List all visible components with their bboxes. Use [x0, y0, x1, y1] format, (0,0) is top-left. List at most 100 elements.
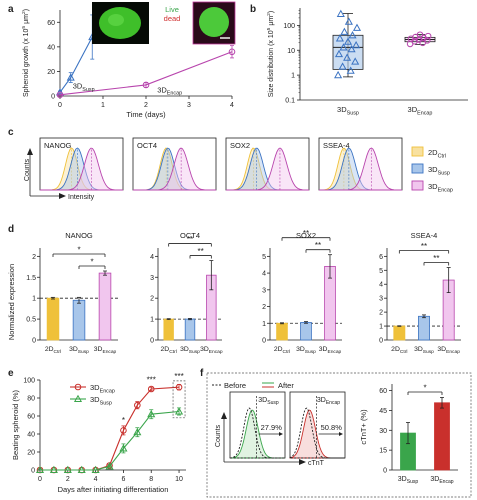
d-sig-bc-0: *	[78, 258, 106, 269]
a-xlabel: Time (days)	[126, 110, 166, 119]
d-xtick-label-2-2: 3DEncap	[319, 346, 342, 355]
c-legend-label-2: 3DEncap	[428, 182, 453, 193]
c-histogram-2: SOX2	[225, 137, 310, 191]
d-sig-ac-2-star: **	[303, 229, 309, 238]
f-bar-ytick-label: 15	[379, 448, 387, 455]
d-sig-bc-0-star: *	[90, 258, 93, 267]
b-point-0-6	[347, 44, 356, 53]
d-ytick-label: 1	[32, 296, 36, 303]
a-label-encap: 3DEncap	[157, 85, 182, 96]
e-legend-label-1: 3DSusp	[90, 395, 112, 406]
panel-label-c: c	[8, 127, 14, 138]
a-inset-encap-image	[192, 1, 236, 45]
d-xtick-label-2-0: 2DCtrl	[274, 346, 290, 355]
a-legend-live: Live	[165, 5, 179, 14]
b-point-0-2	[338, 62, 347, 70]
b-point-0-11	[348, 31, 357, 39]
d-ytick-label: 2	[32, 254, 36, 261]
b-ytick-label: 100	[283, 23, 295, 30]
a-ytick-label: 40	[47, 44, 55, 51]
a-point-1-2	[228, 48, 236, 56]
d-bar-2-0	[276, 322, 288, 341]
e-ytick-label: 60	[27, 414, 35, 421]
e-legend-label-0: 3DEncap	[90, 383, 115, 394]
a-ylabel: Spheroid growth (x 105 μm2)	[21, 9, 30, 97]
e-xtick-label: 2	[66, 476, 70, 483]
f-bar-sig-star: *	[423, 384, 426, 393]
e-point-1-5	[105, 462, 114, 470]
e-point-1-1	[49, 465, 58, 474]
d-bar-1-1	[184, 318, 196, 341]
f-bar-ytick-label: 60	[379, 388, 387, 395]
c-curve-3-2	[319, 147, 402, 191]
e-legend-marker-0	[74, 383, 82, 391]
d-chart-0: 0 0.5 1 1.5 2 NANOG 2DCtrl 3DSusp 3DEncap	[26, 231, 118, 355]
e-point-1-9	[174, 407, 184, 415]
f-bar-ytick-label: 45	[379, 408, 387, 415]
c-title-1: OCT4	[137, 141, 157, 150]
b-point-0-8	[352, 40, 361, 49]
f-bar-1	[434, 402, 450, 471]
e-series-line-1	[40, 410, 180, 471]
d-ytick-label: 2	[150, 296, 154, 303]
e-point-1-3	[77, 465, 86, 474]
panel-label-d: d	[8, 224, 14, 235]
d-bar-1-0	[163, 318, 174, 341]
e-sig-day6: *	[122, 416, 125, 425]
e-xtick-label: 10	[175, 476, 183, 483]
panel-label-f: f	[200, 368, 204, 379]
e-ytick-label: 80	[27, 396, 35, 403]
f-bar-ylabel: cTnT+ (%)	[359, 409, 368, 445]
d-xtick-label-0-1: 3DSusp	[69, 346, 89, 355]
b-xtick-label-1: 3DEncap	[408, 105, 433, 116]
f-gate-arrowhead-0	[279, 432, 283, 436]
d-sig-ac-1: **	[168, 235, 212, 247]
a-label-susp: 3DSusp	[73, 82, 95, 93]
d-chart-2: 0 1 2 3 4 5 SOX2 2DCtrl 3DSusp 3DEncap	[262, 231, 342, 355]
e-point-1-4	[91, 465, 100, 474]
d-ytick-label: 6	[379, 254, 383, 261]
f-before-curve-1	[289, 407, 345, 459]
d-sig-bc-2: **	[305, 241, 331, 253]
a-xtick-label: 4	[230, 102, 234, 109]
a-inset-susp-image	[92, 2, 149, 44]
f-bar-xtick-label-1: 3DEncap	[430, 476, 453, 485]
d-bar-2-1	[300, 322, 312, 341]
b-point-0-12	[340, 27, 349, 35]
b-point-0-3	[351, 57, 360, 65]
d-xtick-label-0-0: 2DCtrl	[45, 346, 61, 355]
d-ylabel: Normalized expression	[7, 264, 16, 340]
e-point-1-7	[133, 427, 142, 436]
e-ytick-label: 20	[27, 450, 35, 457]
d-ytick-label: 1	[379, 324, 383, 331]
d-sig-ac-3: **	[398, 242, 450, 254]
a-ytick-label: 60	[47, 20, 55, 27]
f-legend-before: Before	[224, 381, 246, 390]
c-y-axis-label: Counts	[24, 158, 31, 181]
d-bar-0-1	[72, 299, 86, 341]
d-err-3-0	[397, 325, 402, 327]
e-xtick-label: 4	[94, 476, 98, 483]
d-xtick-label-0-2: 3DEncap	[94, 346, 117, 355]
d-chart-1: 0 1 2 3 4 OCT4 2DCtrl 3DSusp 3DEncap	[150, 231, 223, 355]
f-pct-1: 50.8%	[321, 423, 343, 432]
b-point-0-4	[343, 53, 352, 61]
c-histogram-1: OCT4	[132, 137, 217, 191]
d-ytick-label: 1.5	[26, 275, 36, 282]
f-x-axis-label: cTnT	[308, 460, 325, 467]
e-point-1-0	[35, 465, 45, 474]
a-inset2-spheroid	[199, 7, 229, 37]
panel-label-a: a	[8, 4, 14, 15]
c-curve-0-2	[40, 147, 123, 191]
d-xtick-label-3-2: 3DEncap	[437, 346, 460, 355]
f-bar-xtick-label-0: 3DSusp	[398, 476, 419, 485]
d-sig-bc-1-star: **	[198, 247, 204, 256]
d-sig-bc-3-star: **	[433, 254, 439, 263]
d-ytick-label: 0	[379, 338, 383, 345]
d-ytick-label: 2	[262, 304, 266, 311]
d-xtick-label-2-1: 3DSusp	[296, 346, 316, 355]
d-err-3-1	[422, 314, 426, 319]
panel-label-b: b	[250, 4, 256, 15]
b-point-1-8	[424, 32, 432, 40]
d-bar-3-1	[418, 315, 430, 341]
